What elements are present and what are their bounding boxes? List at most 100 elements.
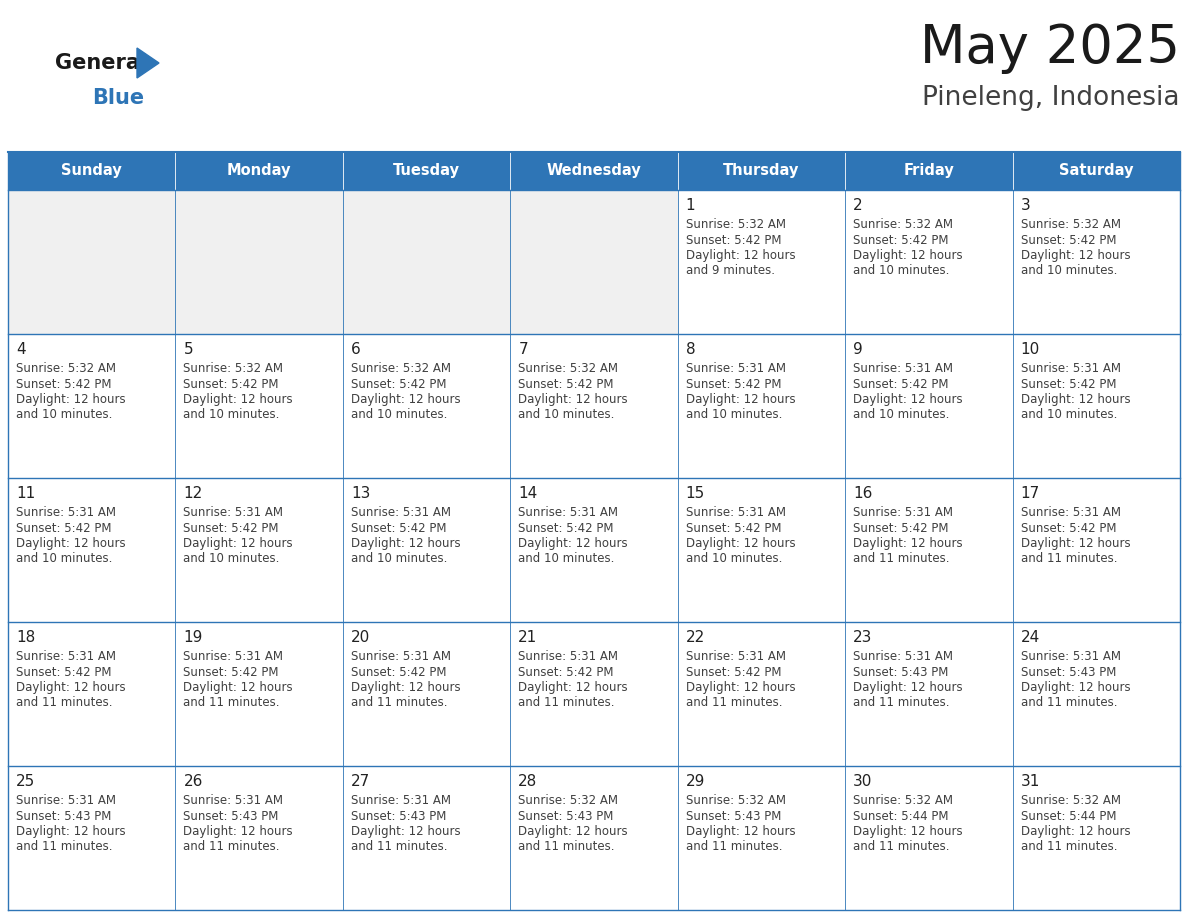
Bar bbox=[8, 622, 176, 766]
Bar bbox=[176, 622, 343, 766]
Text: and 10 minutes.: and 10 minutes. bbox=[685, 553, 782, 565]
Text: Daylight: 12 hours: Daylight: 12 hours bbox=[1020, 537, 1130, 550]
Text: and 11 minutes.: and 11 minutes. bbox=[15, 697, 113, 710]
Text: Daylight: 12 hours: Daylight: 12 hours bbox=[853, 249, 962, 262]
Bar bbox=[511, 622, 677, 766]
Text: 29: 29 bbox=[685, 774, 706, 789]
Bar bbox=[343, 334, 511, 478]
Bar bbox=[343, 190, 511, 334]
Text: Daylight: 12 hours: Daylight: 12 hours bbox=[1020, 681, 1130, 694]
Text: Sunrise: 5:31 AM: Sunrise: 5:31 AM bbox=[1020, 362, 1120, 375]
Text: 3: 3 bbox=[1020, 198, 1030, 213]
Text: 17: 17 bbox=[1020, 486, 1040, 501]
Bar bbox=[343, 478, 511, 622]
Text: and 11 minutes.: and 11 minutes. bbox=[853, 553, 949, 565]
Text: Daylight: 12 hours: Daylight: 12 hours bbox=[350, 681, 461, 694]
Text: and 11 minutes.: and 11 minutes. bbox=[1020, 841, 1117, 854]
Bar bbox=[8, 152, 176, 190]
Text: Daylight: 12 hours: Daylight: 12 hours bbox=[183, 825, 293, 838]
Bar bbox=[677, 152, 845, 190]
Text: Sunset: 5:43 PM: Sunset: 5:43 PM bbox=[853, 666, 948, 678]
Text: May 2025: May 2025 bbox=[920, 22, 1180, 74]
Text: Tuesday: Tuesday bbox=[393, 163, 460, 178]
Text: Sunset: 5:42 PM: Sunset: 5:42 PM bbox=[15, 521, 112, 534]
Text: Daylight: 12 hours: Daylight: 12 hours bbox=[350, 393, 461, 406]
Bar bbox=[176, 478, 343, 622]
Text: 30: 30 bbox=[853, 774, 872, 789]
Text: and 11 minutes.: and 11 minutes. bbox=[183, 697, 280, 710]
Bar bbox=[845, 152, 1012, 190]
Text: Sunrise: 5:31 AM: Sunrise: 5:31 AM bbox=[853, 362, 953, 375]
Text: Daylight: 12 hours: Daylight: 12 hours bbox=[15, 681, 126, 694]
Text: and 10 minutes.: and 10 minutes. bbox=[518, 553, 614, 565]
Text: Wednesday: Wednesday bbox=[546, 163, 642, 178]
Text: Sunrise: 5:32 AM: Sunrise: 5:32 AM bbox=[685, 218, 785, 231]
Bar bbox=[677, 478, 845, 622]
Text: Sunset: 5:43 PM: Sunset: 5:43 PM bbox=[685, 810, 781, 823]
Text: Sunrise: 5:31 AM: Sunrise: 5:31 AM bbox=[518, 650, 618, 663]
Text: Sunrise: 5:32 AM: Sunrise: 5:32 AM bbox=[15, 362, 116, 375]
Text: Sunset: 5:42 PM: Sunset: 5:42 PM bbox=[518, 521, 614, 534]
Text: 1: 1 bbox=[685, 198, 695, 213]
Text: Sunrise: 5:31 AM: Sunrise: 5:31 AM bbox=[15, 650, 116, 663]
Bar bbox=[1012, 190, 1180, 334]
Text: 24: 24 bbox=[1020, 630, 1040, 645]
Bar bbox=[1012, 622, 1180, 766]
Text: Saturday: Saturday bbox=[1059, 163, 1133, 178]
Text: Sunrise: 5:31 AM: Sunrise: 5:31 AM bbox=[350, 506, 451, 519]
Text: Sunrise: 5:31 AM: Sunrise: 5:31 AM bbox=[685, 506, 785, 519]
Text: Daylight: 12 hours: Daylight: 12 hours bbox=[685, 249, 795, 262]
Text: Daylight: 12 hours: Daylight: 12 hours bbox=[853, 537, 962, 550]
Text: and 11 minutes.: and 11 minutes. bbox=[853, 841, 949, 854]
Text: Sunset: 5:42 PM: Sunset: 5:42 PM bbox=[15, 666, 112, 678]
Text: Sunrise: 5:31 AM: Sunrise: 5:31 AM bbox=[350, 650, 451, 663]
Bar bbox=[8, 766, 176, 910]
Text: Sunset: 5:42 PM: Sunset: 5:42 PM bbox=[685, 233, 782, 247]
Bar bbox=[511, 766, 677, 910]
Text: and 10 minutes.: and 10 minutes. bbox=[15, 553, 113, 565]
Text: Daylight: 12 hours: Daylight: 12 hours bbox=[350, 537, 461, 550]
Text: 9: 9 bbox=[853, 342, 862, 357]
Polygon shape bbox=[137, 48, 159, 78]
Text: Sunset: 5:42 PM: Sunset: 5:42 PM bbox=[183, 666, 279, 678]
Text: 23: 23 bbox=[853, 630, 872, 645]
Text: Sunset: 5:42 PM: Sunset: 5:42 PM bbox=[518, 666, 614, 678]
Text: Sunrise: 5:32 AM: Sunrise: 5:32 AM bbox=[1020, 218, 1120, 231]
Text: and 11 minutes.: and 11 minutes. bbox=[853, 697, 949, 710]
Bar bbox=[845, 766, 1012, 910]
Text: Sunset: 5:43 PM: Sunset: 5:43 PM bbox=[15, 810, 112, 823]
Text: and 10 minutes.: and 10 minutes. bbox=[350, 553, 447, 565]
Bar bbox=[176, 334, 343, 478]
Text: Sunrise: 5:31 AM: Sunrise: 5:31 AM bbox=[853, 650, 953, 663]
Text: and 11 minutes.: and 11 minutes. bbox=[1020, 697, 1117, 710]
Text: Daylight: 12 hours: Daylight: 12 hours bbox=[15, 825, 126, 838]
Text: Sunrise: 5:31 AM: Sunrise: 5:31 AM bbox=[183, 794, 284, 807]
Text: General: General bbox=[55, 53, 147, 73]
Text: Sunrise: 5:32 AM: Sunrise: 5:32 AM bbox=[853, 218, 953, 231]
Text: Daylight: 12 hours: Daylight: 12 hours bbox=[1020, 393, 1130, 406]
Text: and 10 minutes.: and 10 minutes. bbox=[1020, 409, 1117, 421]
Text: 6: 6 bbox=[350, 342, 361, 357]
Bar bbox=[845, 190, 1012, 334]
Text: Daylight: 12 hours: Daylight: 12 hours bbox=[183, 681, 293, 694]
Text: and 9 minutes.: and 9 minutes. bbox=[685, 264, 775, 277]
Text: 12: 12 bbox=[183, 486, 203, 501]
Text: and 11 minutes.: and 11 minutes. bbox=[350, 697, 448, 710]
Text: Sunrise: 5:31 AM: Sunrise: 5:31 AM bbox=[685, 650, 785, 663]
Text: and 11 minutes.: and 11 minutes. bbox=[685, 697, 782, 710]
Bar bbox=[176, 152, 343, 190]
Text: Sunrise: 5:32 AM: Sunrise: 5:32 AM bbox=[1020, 794, 1120, 807]
Text: and 11 minutes.: and 11 minutes. bbox=[518, 697, 614, 710]
Bar bbox=[1012, 334, 1180, 478]
Text: Blue: Blue bbox=[91, 88, 144, 108]
Text: Sunrise: 5:31 AM: Sunrise: 5:31 AM bbox=[853, 506, 953, 519]
Bar bbox=[176, 766, 343, 910]
Text: 2: 2 bbox=[853, 198, 862, 213]
Text: Sunrise: 5:31 AM: Sunrise: 5:31 AM bbox=[1020, 506, 1120, 519]
Text: Sunset: 5:44 PM: Sunset: 5:44 PM bbox=[1020, 810, 1116, 823]
Text: Sunset: 5:42 PM: Sunset: 5:42 PM bbox=[183, 377, 279, 390]
Text: 11: 11 bbox=[15, 486, 36, 501]
Text: Sunrise: 5:31 AM: Sunrise: 5:31 AM bbox=[518, 506, 618, 519]
Text: Sunset: 5:42 PM: Sunset: 5:42 PM bbox=[518, 377, 614, 390]
Text: 21: 21 bbox=[518, 630, 537, 645]
